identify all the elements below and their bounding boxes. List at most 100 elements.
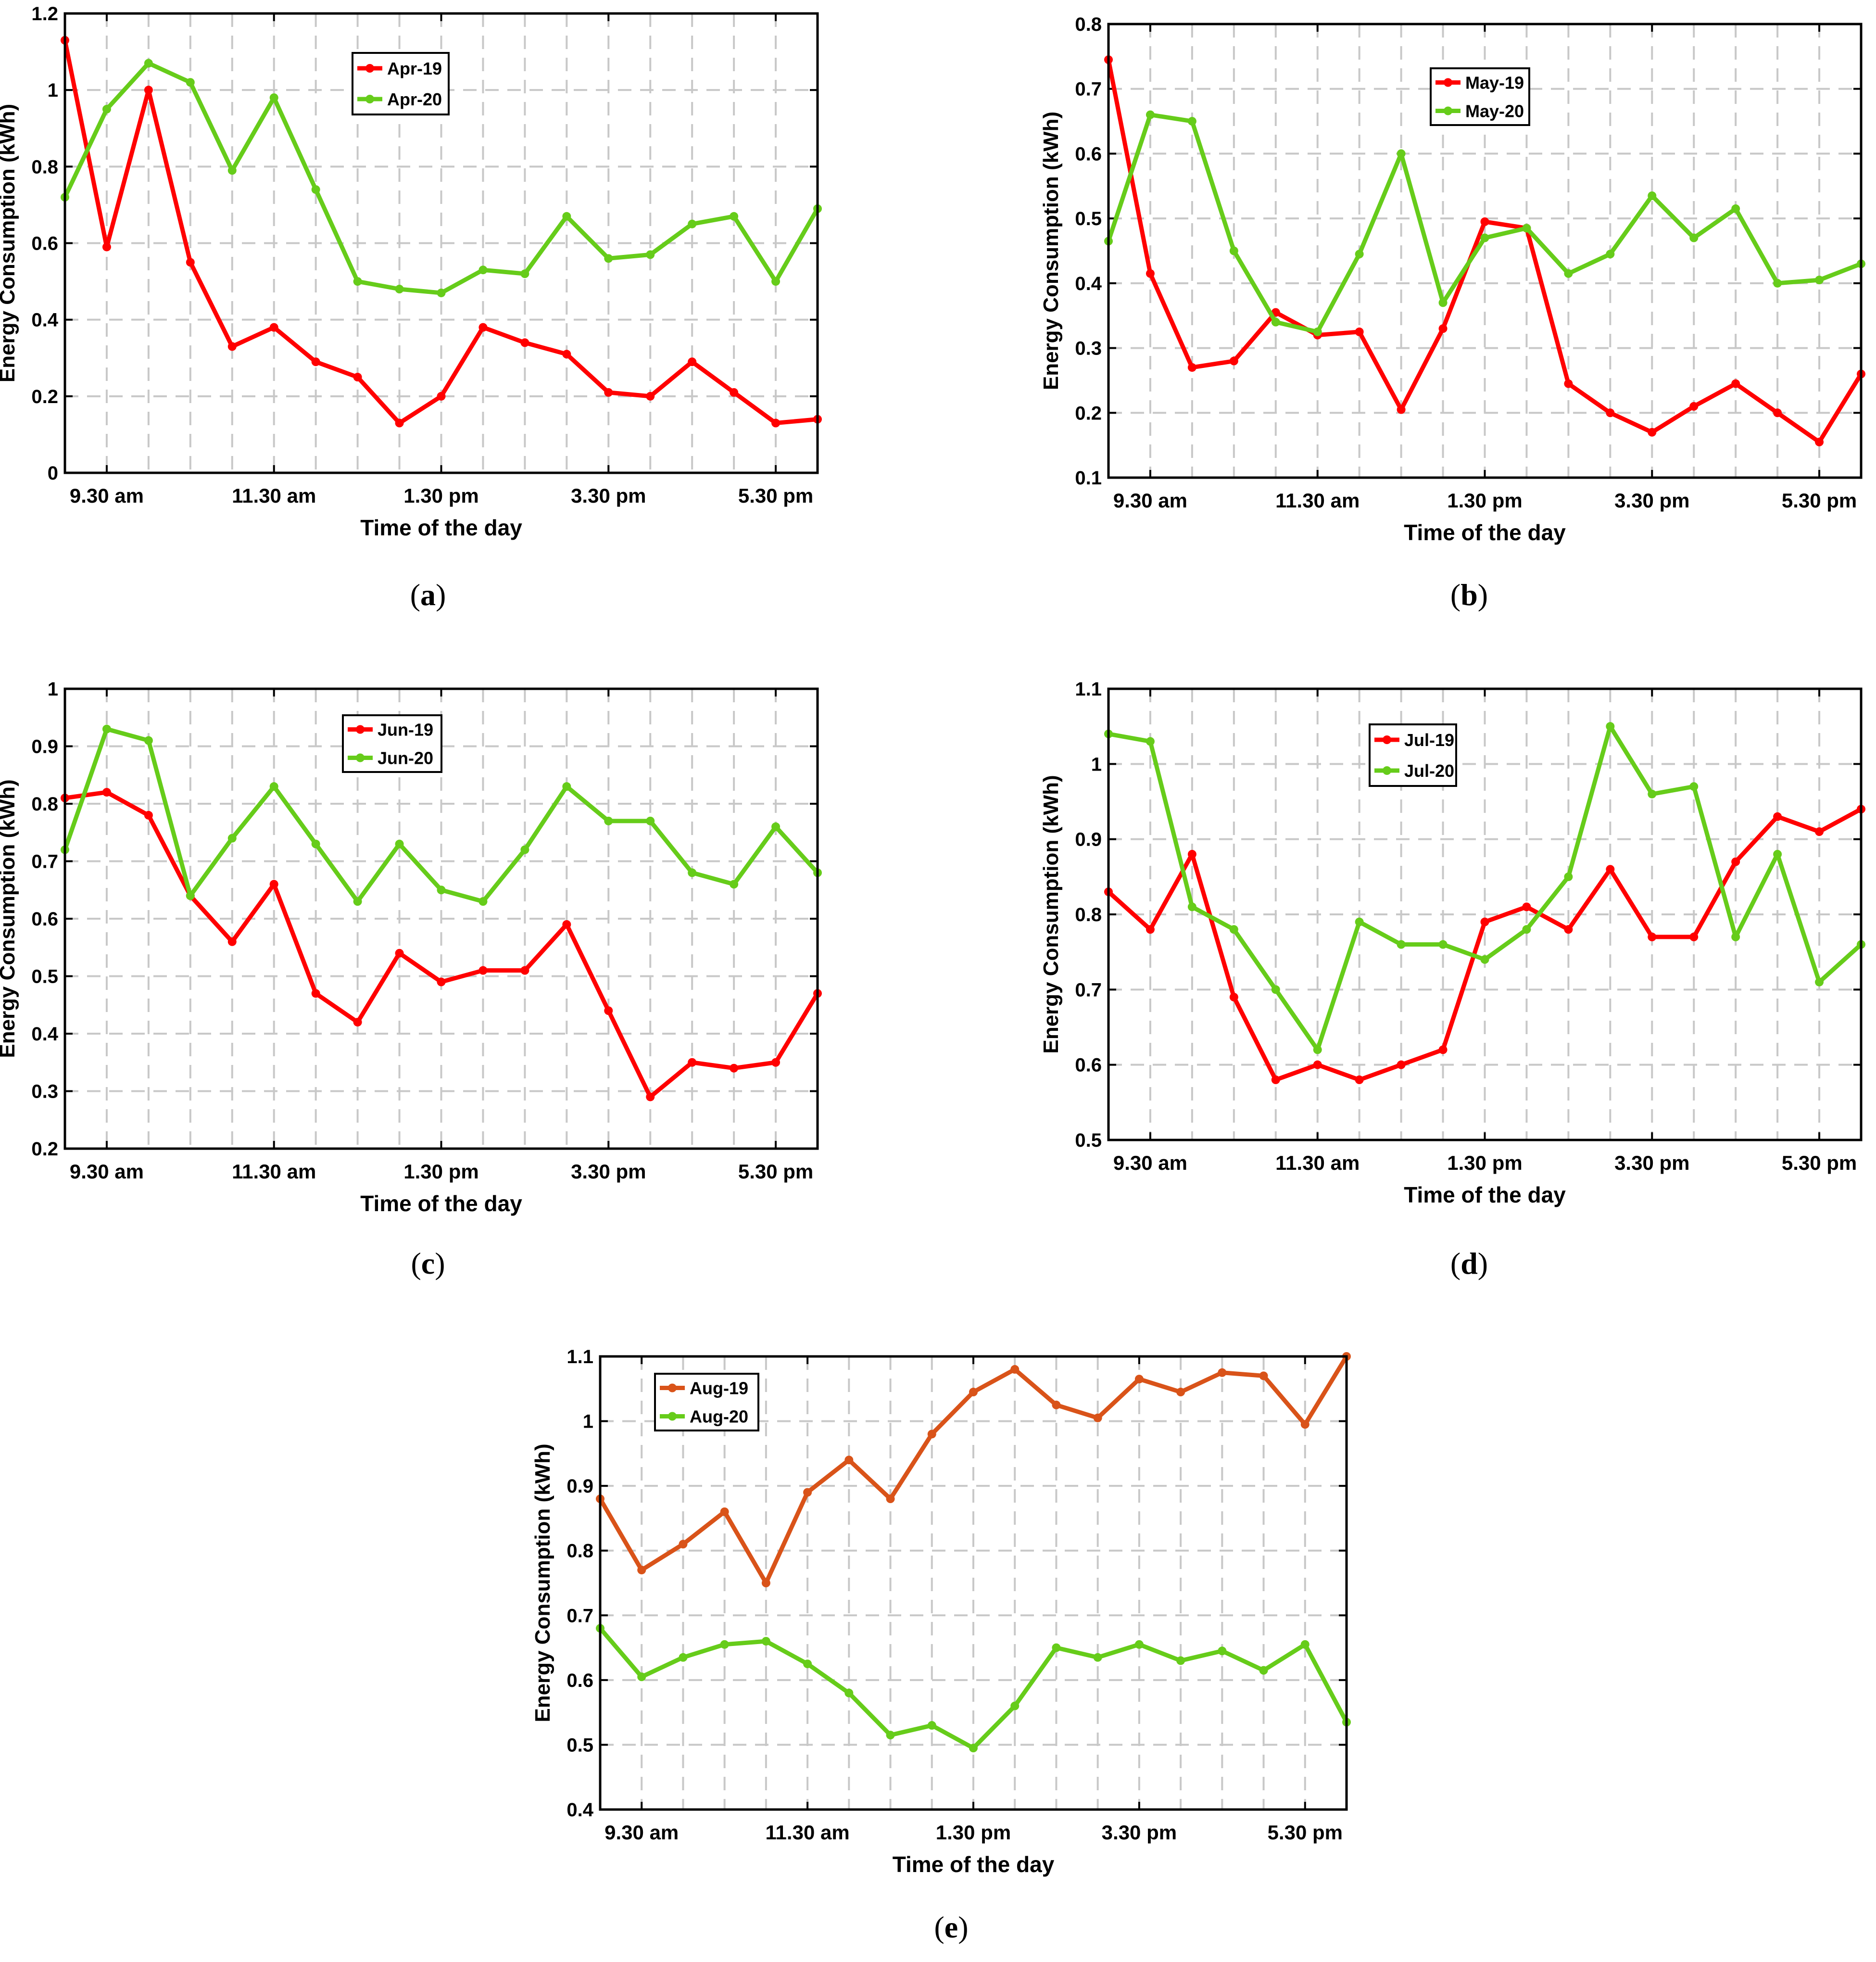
data-point xyxy=(1146,269,1155,278)
x-tick-label: 9.30 am xyxy=(1113,489,1187,512)
data-point xyxy=(1480,955,1489,964)
legend: Apr-19 Apr-20 xyxy=(352,52,450,115)
data-point xyxy=(1176,1656,1185,1665)
data-point xyxy=(1731,932,1740,941)
data-point xyxy=(1187,363,1196,372)
data-point xyxy=(311,839,320,848)
data-point xyxy=(637,1566,646,1575)
legend-label: Jul-20 xyxy=(1404,761,1454,781)
data-point xyxy=(646,250,655,259)
legend-label: Apr-20 xyxy=(387,89,442,109)
data-point xyxy=(1134,1375,1144,1384)
x-tick-label: 3.30 pm xyxy=(1102,1821,1177,1844)
data-point xyxy=(969,1388,978,1397)
data-point xyxy=(227,937,237,946)
x-tick-label: 1.30 pm xyxy=(403,1160,478,1183)
data-point xyxy=(1773,408,1782,418)
legend-label: Apr-19 xyxy=(387,59,442,78)
caption-a: (a) xyxy=(410,578,446,612)
data-point xyxy=(1010,1365,1020,1374)
legend-marker xyxy=(356,725,365,734)
x-tick-label: 1.30 pm xyxy=(403,484,478,507)
y-tick-label: 0.9 xyxy=(1075,829,1102,850)
data-point xyxy=(1218,1646,1227,1656)
y-tick-label: 0.8 xyxy=(31,794,58,815)
chart-d: 0.5 0.6 0.7 0.8 0.9 1 1.1 9.30 am 11.30 am 1.30 p… xyxy=(1039,679,1865,1207)
x-tick-label: 5.30 pm xyxy=(1782,1152,1857,1174)
data-point xyxy=(562,782,571,791)
data-point xyxy=(1397,1060,1406,1069)
legend-marker xyxy=(1383,735,1391,744)
data-point xyxy=(1648,428,1657,437)
data-point xyxy=(478,897,488,906)
data-point xyxy=(1259,1371,1268,1380)
data-point xyxy=(1522,224,1531,233)
legend-label: Aug-19 xyxy=(690,1379,748,1398)
y-tick-label: 1 xyxy=(48,679,58,700)
caption-c: (c) xyxy=(411,1246,445,1280)
x-tick-label: 11.30 am xyxy=(1275,489,1360,512)
data-point xyxy=(1815,977,1824,987)
legend: Jun-19 Jun-20 xyxy=(342,714,442,773)
y-tick-label: 0.1 xyxy=(1075,468,1102,489)
data-point xyxy=(1271,1075,1280,1084)
y-tick-label: 1.1 xyxy=(1075,679,1102,700)
data-point xyxy=(679,1653,688,1662)
data-point xyxy=(144,59,153,68)
legend-label: May-19 xyxy=(1465,73,1524,93)
x-tick-label: 9.30 am xyxy=(1113,1152,1187,1174)
data-point xyxy=(1355,250,1364,259)
y-tick-label: 0.8 xyxy=(1075,14,1102,35)
data-point xyxy=(1773,849,1782,859)
y-tick-label: 0.7 xyxy=(1075,79,1102,100)
data-point xyxy=(1093,1653,1102,1662)
data-point xyxy=(1218,1368,1227,1377)
legend-label: Jul-19 xyxy=(1404,730,1454,750)
y-tick-label: 0.5 xyxy=(567,1734,593,1756)
data-point xyxy=(1300,1640,1309,1649)
y-tick-label: 0.2 xyxy=(31,1139,58,1160)
y-tick-label: 0.4 xyxy=(31,1024,58,1045)
legend-marker xyxy=(668,1412,677,1421)
data-point xyxy=(186,891,195,900)
data-point xyxy=(353,1018,362,1027)
data-point xyxy=(1271,317,1280,327)
y-tick-label: 0.3 xyxy=(31,1081,58,1102)
data-point xyxy=(520,845,529,854)
legend-marker xyxy=(365,95,374,103)
y-tick-label: 0.5 xyxy=(1075,208,1102,229)
data-point xyxy=(1689,233,1699,242)
data-point xyxy=(604,388,613,397)
data-point xyxy=(353,373,362,382)
x-tick-label: 9.30 am xyxy=(604,1821,679,1844)
data-point xyxy=(646,816,655,825)
x-tick-label: 5.30 pm xyxy=(738,484,813,507)
data-point xyxy=(679,1540,688,1549)
data-point xyxy=(1229,925,1238,934)
data-point xyxy=(844,1456,854,1465)
data-point xyxy=(1564,872,1573,881)
data-point xyxy=(437,886,446,895)
data-point xyxy=(1134,1640,1144,1649)
data-point xyxy=(771,1058,781,1067)
data-point xyxy=(1731,204,1740,213)
x-tick-label: 11.30 am xyxy=(1275,1152,1360,1174)
x-tick-label: 3.30 pm xyxy=(571,484,646,507)
y-tick-label: 1 xyxy=(48,80,58,101)
caption-e: (e) xyxy=(934,1910,969,1944)
data-point xyxy=(1313,1045,1322,1054)
caption-b: (b) xyxy=(1450,578,1488,612)
data-point xyxy=(1438,1045,1448,1054)
data-point xyxy=(1355,917,1364,926)
x-tick-label: 1.30 pm xyxy=(936,1821,1011,1844)
data-point xyxy=(1146,737,1155,746)
data-point xyxy=(437,392,446,401)
data-point xyxy=(1229,246,1238,255)
chart-b: 0.1 0.2 0.3 0.4 0.5 0.6 0.7 0.8 9.30 am 11.30 am 1… xyxy=(1039,14,1865,545)
legend-label: May-20 xyxy=(1465,101,1524,121)
data-point xyxy=(311,989,320,998)
chart-c: 0.2 0.3 0.4 0.5 0.6 0.7 0.8 0.9 1 9.30 am 11.30 am… xyxy=(0,679,822,1216)
plot-area-frame xyxy=(63,687,819,1150)
data-point xyxy=(311,185,320,194)
y-axis-label: Energy Consumption (kWh) xyxy=(0,779,19,1058)
